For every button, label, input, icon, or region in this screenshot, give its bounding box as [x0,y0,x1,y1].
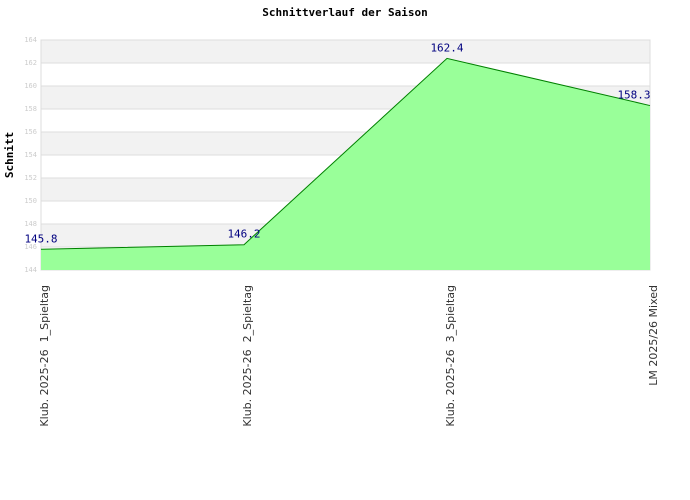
value-label: 146.2 [227,228,260,241]
y-tick-label: 162 [24,59,37,67]
y-tick-label: 160 [24,82,37,90]
value-label: 158.3 [617,89,650,102]
x-tick-label: Klub. 2025-26 1_Spieltag [38,285,51,427]
y-tick-label: 144 [24,266,37,274]
area [41,58,650,271]
y-tick-label: 150 [24,197,37,205]
value-label: 162.4 [430,41,463,54]
x-tick-label: LM 2025/26 Mixed [647,285,660,386]
x-tick-label: Klub. 2025-26 2_Spieltag [241,285,254,427]
x-tick-label: Klub. 2025-26 3_Spieltag [444,285,457,427]
grid-band [41,40,650,63]
y-tick-label: 154 [24,151,37,159]
y-tick-label: 146 [24,243,37,251]
y-axis-label: Schnitt [3,132,16,178]
y-tick-label: 148 [24,220,37,228]
line [40,57,651,250]
y-tick-label: 158 [24,105,37,113]
grid-band [41,63,650,86]
y-tick-label: 164 [24,36,37,44]
y-tick-label: 152 [24,174,37,182]
value-label: 145.8 [24,232,57,245]
chart-title: Schnittverlauf der Saison [262,6,428,19]
y-tick-label: 156 [24,128,37,136]
